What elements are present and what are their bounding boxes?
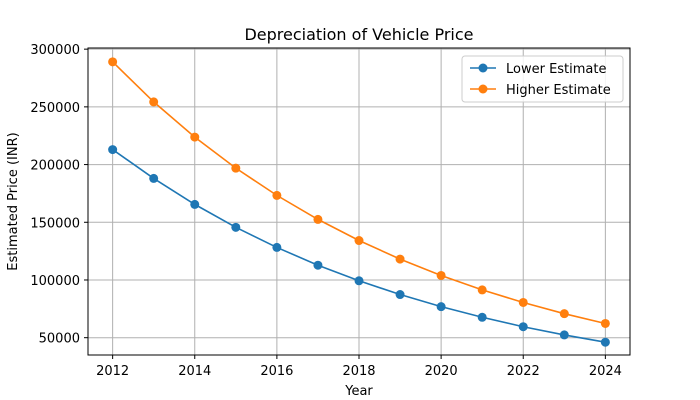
- data-point: [436, 270, 446, 280]
- data-point: [190, 199, 200, 209]
- x-tick-label: 2016: [260, 364, 293, 379]
- x-tick-label: 2022: [507, 364, 540, 379]
- legend-box: [461, 55, 624, 103]
- data-point: [518, 297, 528, 307]
- x-tick-label: 2024: [589, 364, 622, 379]
- data-point: [600, 318, 610, 328]
- data-point: [313, 260, 323, 270]
- data-point: [477, 285, 487, 295]
- data-point: [395, 254, 405, 264]
- x-axis-label: Year: [344, 384, 373, 399]
- y-tick-label: 250000: [30, 101, 80, 116]
- data-point: [313, 214, 323, 224]
- y-tick-label: 300000: [30, 43, 80, 58]
- legend: Lower Estimate Higher Estimate: [461, 55, 624, 103]
- y-tick-label: 150000: [30, 216, 80, 231]
- data-point: [190, 132, 200, 142]
- y-tick-label: 100000: [30, 274, 80, 289]
- data-point: [149, 173, 159, 183]
- data-point: [108, 145, 118, 155]
- data-point: [108, 57, 118, 67]
- data-point: [231, 163, 241, 173]
- y-tick-label: 200000: [30, 159, 80, 174]
- data-point: [559, 330, 569, 340]
- legend-label: Lower Estimate: [506, 62, 607, 77]
- data-point: [477, 312, 487, 322]
- data-point: [436, 302, 446, 312]
- data-point: [354, 276, 364, 286]
- data-point: [231, 222, 241, 232]
- data-point: [272, 190, 282, 200]
- data-point: [272, 242, 282, 252]
- x-tick-label: 2014: [178, 364, 211, 379]
- legend-swatch-marker: [478, 63, 488, 73]
- data-point: [395, 290, 405, 300]
- axis-ticks: 2012 2014 2016 2018 2020 2022 2024 50000 100000 1…: [30, 43, 622, 379]
- y-tick-label: 50000: [39, 332, 80, 347]
- legend-label: Higher Estimate: [506, 83, 611, 98]
- data-point: [559, 309, 569, 319]
- series-lines: [108, 57, 610, 347]
- series-1: [108, 145, 610, 347]
- data-point: [518, 322, 528, 332]
- y-axis-label: Estimated Price (INR): [6, 132, 21, 270]
- series-2: [108, 57, 610, 328]
- chart-title: Depreciation of Vehicle Price: [244, 25, 473, 44]
- x-tick-label: 2012: [96, 364, 129, 379]
- data-point: [600, 337, 610, 347]
- legend-swatch-marker: [478, 84, 488, 94]
- x-tick-label: 2020: [425, 364, 458, 379]
- x-tick-label: 2018: [342, 364, 375, 379]
- data-point: [149, 97, 159, 107]
- data-point: [354, 236, 364, 246]
